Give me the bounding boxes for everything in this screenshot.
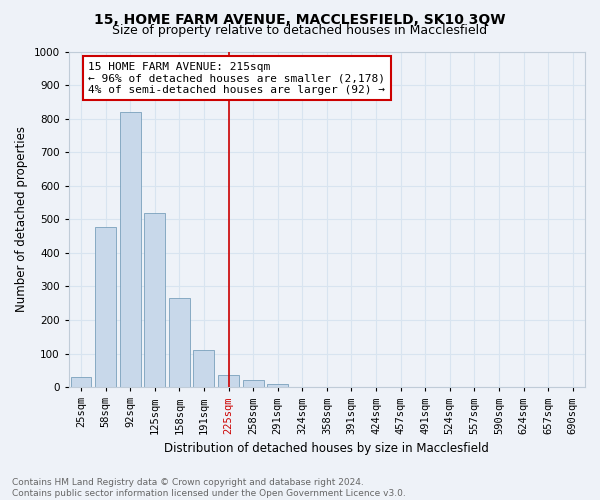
Text: Size of property relative to detached houses in Macclesfield: Size of property relative to detached ho… (112, 24, 488, 37)
Bar (71, 377, 91, 387)
Bar (120, 112, 140, 387)
Y-axis label: Number of detached properties: Number of detached properties (15, 126, 28, 312)
Bar (169, 298, 190, 387)
Bar (145, 214, 165, 387)
X-axis label: Distribution of detached houses by size in Macclesfield: Distribution of detached houses by size … (164, 442, 489, 455)
Bar (95, 226, 116, 387)
Bar (267, 384, 288, 387)
Text: 15 HOME FARM AVENUE: 215sqm
← 96% of detached houses are smaller (2,178)
4% of s: 15 HOME FARM AVENUE: 215sqm ← 96% of det… (88, 62, 385, 95)
Bar (242, 380, 263, 387)
Bar (193, 350, 214, 387)
Text: 15, HOME FARM AVENUE, MACCLESFIELD, SK10 3QW: 15, HOME FARM AVENUE, MACCLESFIELD, SK10… (94, 12, 506, 26)
Text: Contains HM Land Registry data © Crown copyright and database right 2024.
Contai: Contains HM Land Registry data © Crown c… (12, 478, 406, 498)
Bar (218, 376, 239, 387)
